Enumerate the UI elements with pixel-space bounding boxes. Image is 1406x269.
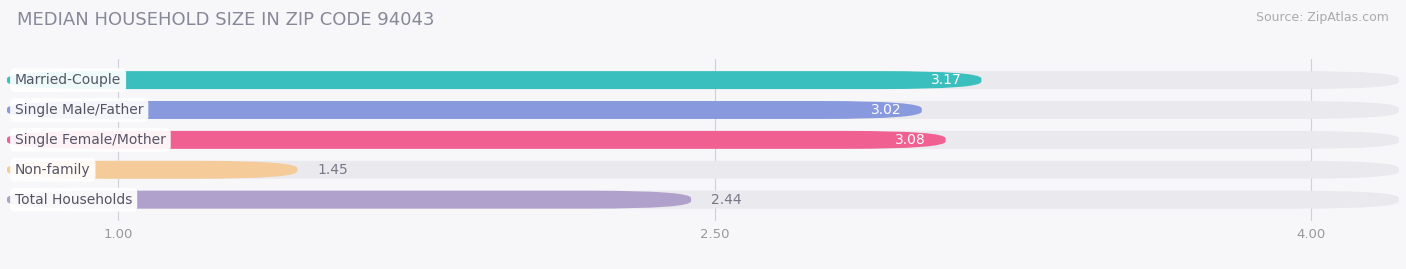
Text: Non-family: Non-family <box>15 163 90 177</box>
FancyBboxPatch shape <box>7 101 922 119</box>
Text: Single Male/Father: Single Male/Father <box>15 103 143 117</box>
FancyBboxPatch shape <box>7 71 1399 89</box>
Text: Total Households: Total Households <box>15 193 132 207</box>
Text: 2.44: 2.44 <box>711 193 741 207</box>
FancyBboxPatch shape <box>7 131 1399 149</box>
Text: Source: ZipAtlas.com: Source: ZipAtlas.com <box>1256 11 1389 24</box>
FancyBboxPatch shape <box>7 161 297 179</box>
FancyBboxPatch shape <box>7 191 692 209</box>
FancyBboxPatch shape <box>7 161 1399 179</box>
FancyBboxPatch shape <box>7 71 981 89</box>
FancyBboxPatch shape <box>7 101 1399 119</box>
Text: 3.08: 3.08 <box>896 133 925 147</box>
FancyBboxPatch shape <box>7 131 946 149</box>
Text: 3.17: 3.17 <box>931 73 962 87</box>
Text: Married-Couple: Married-Couple <box>15 73 121 87</box>
FancyBboxPatch shape <box>7 191 1399 209</box>
Text: Single Female/Mother: Single Female/Mother <box>15 133 166 147</box>
Text: MEDIAN HOUSEHOLD SIZE IN ZIP CODE 94043: MEDIAN HOUSEHOLD SIZE IN ZIP CODE 94043 <box>17 11 434 29</box>
Text: 3.02: 3.02 <box>872 103 901 117</box>
Text: 1.45: 1.45 <box>318 163 347 177</box>
